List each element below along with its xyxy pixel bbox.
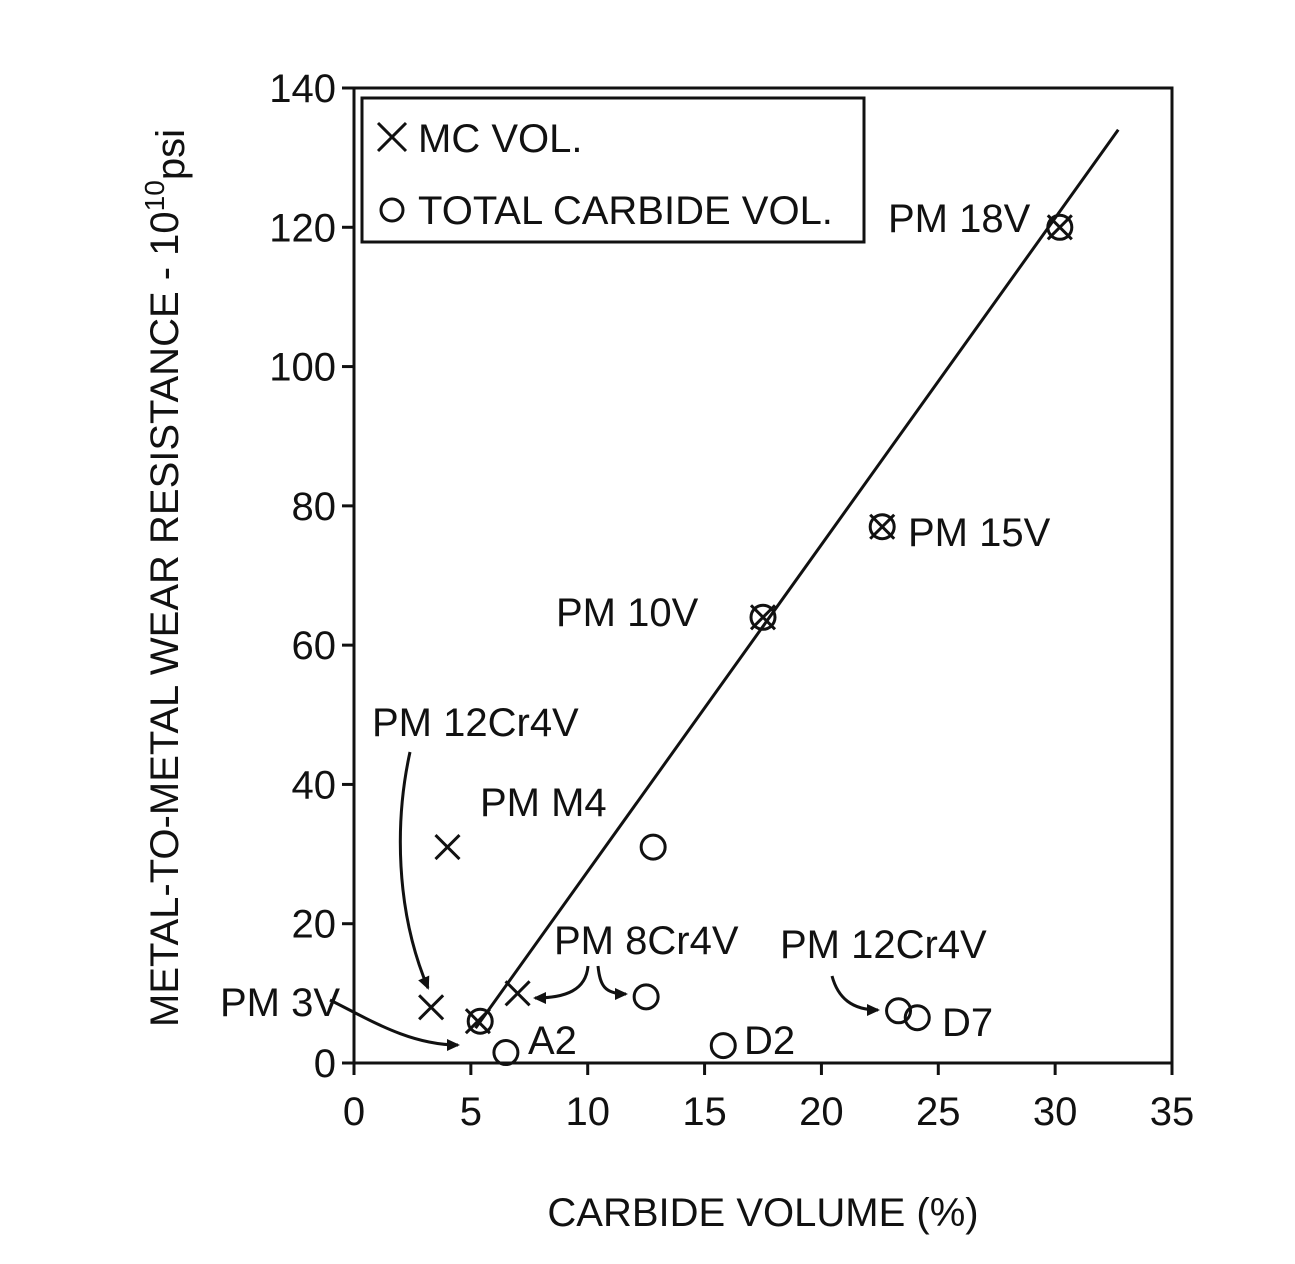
label-pm-15v: PM 15V	[908, 511, 1051, 555]
label-pm-m4: PM M4	[480, 781, 607, 825]
trend-line	[474, 128, 1120, 1030]
y-tick-label: 40	[292, 763, 337, 807]
x-tick-label: 5	[460, 1090, 482, 1134]
x-tick-label: 20	[799, 1090, 844, 1134]
x-tick-label: 15	[682, 1090, 727, 1134]
y-tick-label: 0	[314, 1042, 336, 1086]
y-tick-label: 80	[292, 485, 337, 529]
legend-circle-marker	[379, 197, 405, 223]
y-axis-title-subscript: psi	[149, 129, 193, 180]
annotation-arrows	[329, 751, 880, 1051]
x-tick-label: 30	[1033, 1090, 1078, 1134]
total-carbide-point	[639, 833, 667, 861]
x-tick-label: 35	[1150, 1090, 1195, 1134]
mc-vol-point	[504, 980, 531, 1007]
label-a2: A2	[528, 1019, 577, 1063]
label-d2: D2	[744, 1019, 795, 1063]
y-axis-title-main: METAL-TO-METAL WEAR RESISTANCE - 10	[143, 211, 187, 1027]
total-carbide-point	[466, 1007, 494, 1035]
arrow-pm-8cr4v-right	[596, 965, 628, 1000]
mc-vol-point	[434, 834, 461, 861]
total-carbide-point	[709, 1032, 737, 1060]
legend: MC VOL. TOTAL CARBIDE VOL.	[360, 96, 866, 244]
x-axis-ticks: 0 5 10 15 20 25 30 35	[343, 1063, 1194, 1134]
label-pm-10v: PM 10V	[556, 591, 699, 635]
label-pm-12cr4v-left: PM 12Cr4V	[372, 701, 579, 745]
arrow-pm-3v	[329, 998, 460, 1051]
total-carbide-point	[1046, 213, 1074, 241]
legend-x-marker	[376, 121, 408, 153]
x-tick-label: 25	[916, 1090, 961, 1134]
y-axis-ticks: 0 20 40 60 80 100 120 140	[269, 67, 354, 1086]
y-tick-label: 20	[292, 903, 337, 947]
legend-label-mc: MC VOL.	[418, 117, 582, 161]
total-carbide-point	[492, 1039, 520, 1067]
legend-label-total: TOTAL CARBIDE VOL.	[418, 189, 833, 233]
mc-vol-point	[418, 994, 445, 1021]
annotations: PM 18V PM 15V PM 10V PM 12Cr4V PM M4 PM …	[220, 197, 1051, 1063]
total-carbide-point	[868, 513, 896, 541]
data-markers	[418, 213, 1074, 1067]
plot-frame	[352, 86, 1174, 1065]
x-axis-title: CARBIDE VOLUME (%)	[547, 1191, 978, 1235]
total-carbide-point	[903, 1004, 931, 1032]
x-tick-label: 0	[343, 1090, 365, 1134]
total-carbide-point	[885, 997, 913, 1025]
y-tick-label: 120	[269, 206, 336, 250]
label-pm-12cr4v-right: PM 12Cr4V	[780, 923, 987, 967]
label-d7: D7	[942, 1001, 993, 1045]
label-pm-18v: PM 18V	[888, 197, 1031, 241]
arrow-pm-12cr4v-right	[830, 975, 880, 1016]
total-carbide-point	[632, 983, 660, 1011]
legend-box	[360, 96, 866, 244]
x-tick-label: 10	[565, 1090, 610, 1134]
label-pm-3v: PM 3V	[220, 981, 340, 1025]
arrow-pm-8cr4v-left	[533, 965, 590, 1004]
y-axis-title: METAL-TO-METAL WEAR RESISTANCE - 1010psi	[139, 129, 193, 1027]
arrow-pm-12cr4v	[398, 751, 430, 990]
y-tick-label: 100	[269, 346, 336, 390]
y-axis-title-superscript: 10	[139, 180, 170, 211]
y-tick-label: 60	[292, 624, 337, 668]
total-carbide-point	[749, 603, 777, 631]
label-pm-8cr4v: PM 8Cr4V	[554, 919, 739, 963]
y-tick-label: 140	[269, 67, 336, 111]
